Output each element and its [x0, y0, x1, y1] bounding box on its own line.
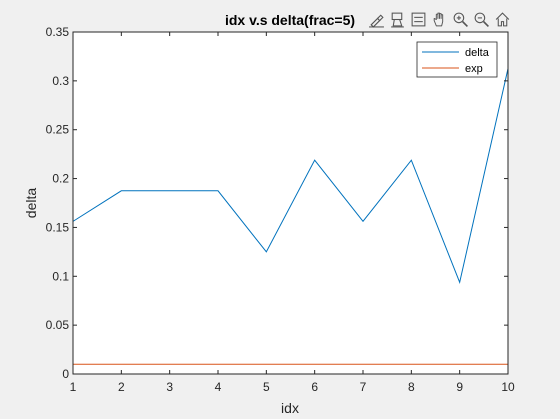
y-tick-label: 0.35 — [46, 25, 70, 39]
x-tick-label: 3 — [166, 380, 173, 394]
legend[interactable]: delta exp — [416, 41, 498, 78]
axes-toolbar — [366, 9, 512, 29]
x-tick-label: 2 — [118, 380, 125, 394]
brush-icon — [368, 13, 384, 28]
x-tick-label: 6 — [311, 380, 318, 394]
y-tick-label: 0.2 — [52, 172, 69, 186]
legend-box — [416, 41, 498, 78]
x-tick-label: 1 — [70, 380, 77, 394]
axes-box — [72, 31, 509, 375]
zoom-in-button[interactable] — [450, 9, 470, 29]
plot-area[interactable] — [73, 32, 508, 374]
x-tick-label: 5 — [263, 380, 270, 394]
x-tick-label: 9 — [456, 380, 463, 394]
data-tips-button[interactable] — [387, 9, 407, 29]
x-axis: 1 2 3 4 5 6 7 8 9 10 — [70, 32, 515, 394]
data-tips-icon — [390, 12, 404, 27]
y-tick-label: 0.3 — [52, 74, 69, 88]
y-tick-label: 0 — [62, 367, 69, 381]
home-button[interactable] — [492, 9, 512, 29]
chart-title: idx v.s delta(frac=5) — [225, 12, 355, 28]
legend-label-delta: delta — [465, 47, 490, 59]
x-axis-label: idx — [281, 400, 299, 416]
home-icon — [495, 11, 509, 26]
zoom-out-icon — [474, 12, 489, 27]
x-tick-label: 10 — [501, 380, 515, 394]
zoom-out-button[interactable] — [471, 9, 491, 29]
y-tick-label: 0.25 — [46, 123, 70, 137]
y-tick-label: 0.1 — [52, 269, 69, 283]
legend-label-exp: exp — [465, 63, 483, 75]
pan-button[interactable] — [429, 9, 449, 29]
legend-button[interactable] — [408, 9, 428, 29]
x-tick-label: 4 — [215, 380, 222, 394]
y-tick-label: 0.05 — [46, 318, 70, 332]
series-line-delta[interactable] — [72, 68, 509, 285]
pan-icon — [433, 12, 443, 26]
y-axis: 0 0.05 0.1 0.15 0.2 0.25 0.3 0.35 — [46, 25, 508, 381]
y-axis-label: delta — [23, 188, 39, 219]
brush-button[interactable] — [366, 9, 386, 29]
series-layer — [72, 68, 509, 365]
x-tick-label: 7 — [360, 380, 367, 394]
zoom-in-icon — [453, 12, 468, 27]
legend-icon — [411, 12, 425, 26]
x-tick-label: 8 — [408, 380, 415, 394]
y-tick-label: 0.15 — [46, 220, 70, 234]
